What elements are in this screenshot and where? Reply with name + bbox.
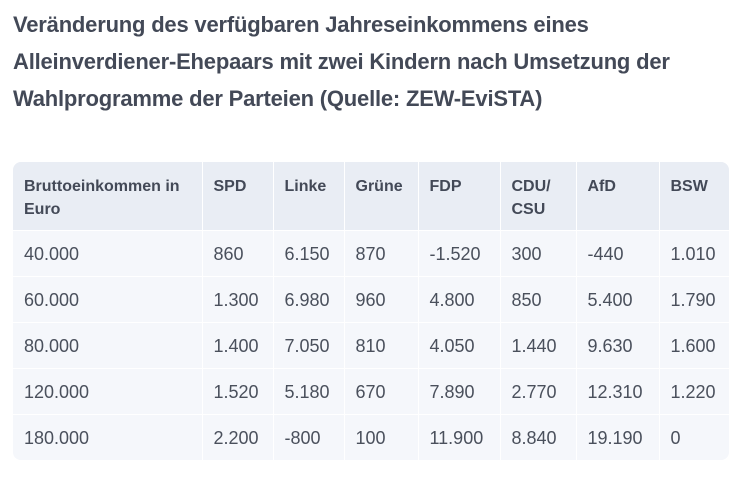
cell-income: 80.000 xyxy=(13,321,203,368)
column-header-spd: SPD xyxy=(202,162,274,230)
cell-afd: 9.630 xyxy=(576,321,660,368)
column-header-income: Bruttoeinkommen in Euro xyxy=(13,162,203,230)
cell-bsw: 0 xyxy=(659,413,729,460)
table-header-row: Bruttoeinkommen in Euro SPD Linke Grüne … xyxy=(13,162,729,230)
cell-spd: 1.300 xyxy=(202,275,274,322)
cell-afd: 19.190 xyxy=(576,413,660,460)
cell-linke: -800 xyxy=(273,413,345,460)
cell-fdp: 4.050 xyxy=(418,321,501,368)
cell-gruene: 870 xyxy=(344,229,419,276)
cell-linke: 5.180 xyxy=(273,367,345,414)
cell-gruene: 960 xyxy=(344,275,419,322)
cell-linke: 7.050 xyxy=(273,321,345,368)
column-header-cdu-csu: CDU/ CSU xyxy=(500,162,577,230)
cell-gruene: 100 xyxy=(344,413,419,460)
income-change-table: Bruttoeinkommen in Euro SPD Linke Grüne … xyxy=(13,162,729,460)
cell-bsw: 1.600 xyxy=(659,321,729,368)
table-row: 60.000 1.300 6.980 960 4.800 850 5.400 1… xyxy=(13,275,729,322)
column-header-fdp: FDP xyxy=(418,162,501,230)
cell-linke: 6.980 xyxy=(273,275,345,322)
cell-afd: 12.310 xyxy=(576,367,660,414)
page-title: Veränderung des verfügbaren Jahreseinkom… xyxy=(13,12,670,111)
cell-gruene: 810 xyxy=(344,321,419,368)
cell-fdp: 11.900 xyxy=(418,413,501,460)
column-header-bsw: BSW xyxy=(659,162,729,230)
cell-fdp: -1.520 xyxy=(418,229,501,276)
cell-bsw: 1.010 xyxy=(659,229,729,276)
column-header-afd: AfD xyxy=(576,162,660,230)
cell-cdu-csu: 300 xyxy=(500,229,577,276)
column-header-gruene: Grüne xyxy=(344,162,419,230)
cell-gruene: 670 xyxy=(344,367,419,414)
cell-income: 40.000 xyxy=(13,229,203,276)
cell-spd: 2.200 xyxy=(202,413,274,460)
cell-cdu-csu: 1.440 xyxy=(500,321,577,368)
cell-afd: 5.400 xyxy=(576,275,660,322)
cell-cdu-csu: 850 xyxy=(500,275,577,322)
cell-spd: 860 xyxy=(202,229,274,276)
cell-income: 60.000 xyxy=(13,275,203,322)
cell-fdp: 4.800 xyxy=(418,275,501,322)
cell-bsw: 1.790 xyxy=(659,275,729,322)
cell-linke: 6.150 xyxy=(273,229,345,276)
cell-bsw: 1.220 xyxy=(659,367,729,414)
table-row: 120.000 1.520 5.180 670 7.890 2.770 12.3… xyxy=(13,367,729,414)
cell-fdp: 7.890 xyxy=(418,367,501,414)
cell-cdu-csu: 2.770 xyxy=(500,367,577,414)
cell-spd: 1.400 xyxy=(202,321,274,368)
table-row: 40.000 860 6.150 870 -1.520 300 -440 1.0… xyxy=(13,229,729,276)
cell-cdu-csu: 8.840 xyxy=(500,413,577,460)
table-row: 180.000 2.200 -800 100 11.900 8.840 19.1… xyxy=(13,413,729,460)
cell-income: 180.000 xyxy=(13,413,203,460)
cell-income: 120.000 xyxy=(13,367,203,414)
column-header-linke: Linke xyxy=(273,162,345,230)
table-row: 80.000 1.400 7.050 810 4.050 1.440 9.630… xyxy=(13,321,729,368)
cell-spd: 1.520 xyxy=(202,367,274,414)
cell-afd: -440 xyxy=(576,229,660,276)
